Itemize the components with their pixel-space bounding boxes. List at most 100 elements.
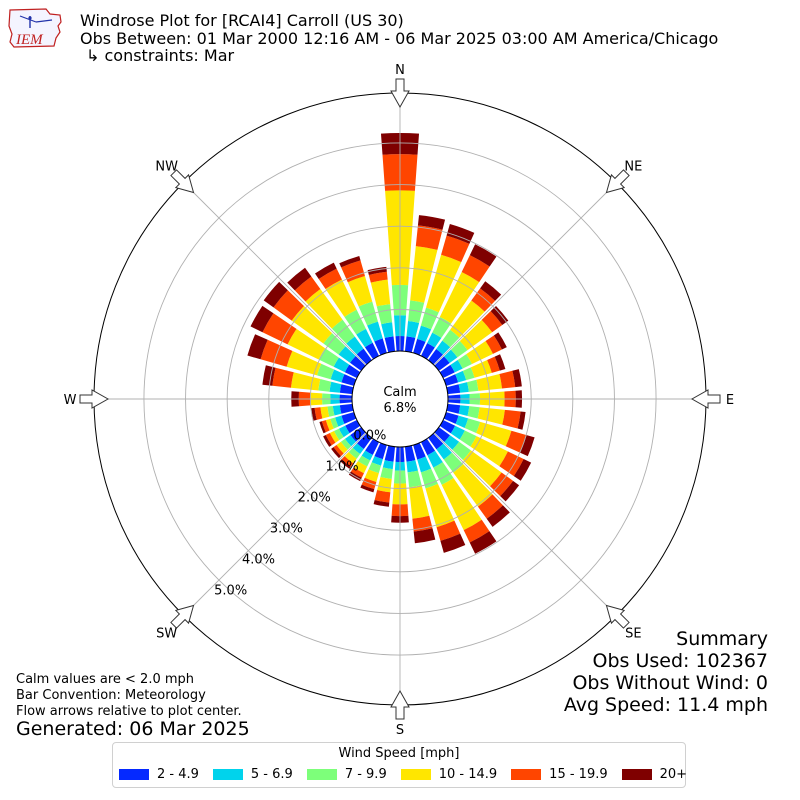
windrose-bar-segment — [404, 445, 416, 462]
windrose-bar-segment — [321, 420, 330, 433]
windrose-bar-segment — [490, 305, 509, 325]
chart-title: Windrose Plot for [RCAI4] Carroll (US 30… — [80, 11, 404, 30]
windrose-bar-segment — [494, 354, 506, 371]
windrose-bar-segment — [477, 407, 505, 425]
legend-item: 7 - 9.9 — [306, 767, 387, 782]
windrose-bar-segment — [443, 412, 459, 424]
windrose-bar-segment — [513, 459, 532, 481]
constraints-label: ↳ constraints: Mar — [86, 46, 235, 65]
windrose-bar-segment — [367, 321, 383, 342]
calm-percent: 6.8% — [383, 401, 416, 416]
windrose-bar-segment — [420, 468, 438, 489]
windrose-bar-segment — [364, 469, 379, 482]
windrose-bar-segment — [427, 332, 442, 348]
windrose-bar-segment — [457, 354, 473, 369]
windrose-bar-segment — [374, 489, 391, 503]
iem-logo: IEM — [8, 8, 62, 48]
windrose-bar-segment — [361, 450, 373, 461]
windrose-bar-segment — [345, 419, 361, 434]
windrose-bar-segment — [350, 467, 364, 478]
avg-speed: Avg Speed: 11.4 mph — [563, 694, 768, 716]
windrose-bar-segment — [434, 427, 451, 442]
windrose-bar-segment — [417, 325, 432, 342]
windrose-bar-segment — [462, 367, 475, 381]
windrose-bar-segment — [485, 335, 502, 354]
windrose-bar-segment — [287, 267, 312, 291]
windrose-bar-segment — [409, 485, 430, 519]
windrose-bar-segment — [339, 403, 354, 414]
windrose-bar-segment — [380, 467, 393, 480]
windrose-bar-segment — [339, 384, 354, 395]
windrose-bar-segment — [469, 244, 497, 267]
flow-arrow-icon — [690, 389, 721, 409]
windrose-bar-segment — [436, 520, 461, 541]
flow-arrow-icon — [390, 78, 410, 109]
windrose-bar-segment — [374, 338, 387, 356]
windrose-bar-segment — [368, 462, 382, 474]
windrose-bar-segment — [332, 405, 342, 416]
windrose-bar-segment — [341, 412, 357, 424]
windrose-bar-segment — [459, 430, 477, 447]
windrose-bar-segment — [331, 319, 355, 344]
grid-spoke — [433, 432, 617, 616]
summary-heading: Summary — [676, 628, 768, 650]
windrose-bar-segment — [450, 340, 468, 358]
windrose-bar-segment — [439, 364, 455, 379]
windrose-bar-segment — [314, 407, 323, 420]
windrose-bar-segment — [263, 281, 288, 308]
windrose-bar-segment — [434, 356, 450, 371]
windrose-bar-segment — [381, 322, 394, 338]
radial-tick-label: 4.0% — [242, 552, 275, 567]
calm-note: Calm values are < 2.0 mph — [16, 672, 195, 687]
windrose-bar-segment — [493, 332, 507, 350]
windrose-bar-segment — [440, 533, 466, 553]
windrose-bar-segment — [346, 336, 364, 355]
windrose-bar-segment — [338, 425, 350, 438]
windrose-bar-segment — [458, 382, 469, 393]
windrose-bar-segment — [481, 311, 503, 333]
flow-arrows — [79, 78, 721, 720]
windrose-bar-segment — [317, 363, 335, 380]
windrose-bar-segment — [352, 443, 364, 455]
radial-grid — [94, 93, 706, 705]
obs-without-wind: Obs Without Wind: 0 — [572, 672, 768, 694]
windrose-bar-segment — [373, 500, 390, 507]
legend-item: 15 - 19.9 — [511, 767, 608, 782]
windrose-bar-segment — [273, 290, 304, 321]
windrose-bar-segment — [455, 370, 467, 383]
windrose-bar-segment — [480, 281, 502, 301]
windrose-bar-segment — [341, 456, 354, 467]
direction-label-n: N — [395, 63, 405, 78]
windrose-bar-segment — [453, 464, 493, 507]
legend-label: 10 - 14.9 — [438, 767, 498, 782]
windrose-bar-segment — [325, 433, 336, 446]
windrose-bar-segment — [335, 415, 345, 427]
windrose-bar-segment — [477, 494, 503, 519]
windrose-bar-segment — [368, 271, 388, 283]
windrose-bar-segment — [382, 460, 394, 470]
windrose-bar-segment — [370, 279, 391, 307]
generated-date: Generated: 06 Mar 2025 — [16, 718, 250, 740]
legend-swatch — [400, 769, 431, 780]
windrose-bar-segment — [417, 215, 446, 230]
windrose-bar-segment — [442, 329, 460, 348]
windrose-bar-segment — [420, 438, 436, 456]
calm-label: Calm — [383, 385, 416, 400]
windrose-bar-segment — [365, 438, 380, 455]
windrose-bar-segment — [469, 531, 497, 554]
windrose-bar-segment — [446, 384, 461, 395]
windrose-bar-segment — [415, 225, 443, 250]
windrose-bar-segment — [358, 301, 378, 326]
windrose-bar-segment — [339, 255, 361, 268]
direction-label-s: S — [396, 723, 404, 738]
windrose-bar-segment — [344, 451, 357, 464]
legend-swatch — [621, 769, 652, 780]
radial-tick-label: 3.0% — [270, 521, 303, 536]
windrose-bar-segment — [439, 271, 480, 324]
windrose-bar-segment — [291, 305, 333, 344]
legend-label: 15 - 19.9 — [549, 767, 608, 782]
legend-label: 5 - 6.9 — [250, 767, 293, 782]
legend-title: Wind Speed [mph] — [338, 746, 460, 761]
windrose-bar-segment — [463, 519, 490, 543]
windrose-bar-segment — [436, 443, 452, 460]
